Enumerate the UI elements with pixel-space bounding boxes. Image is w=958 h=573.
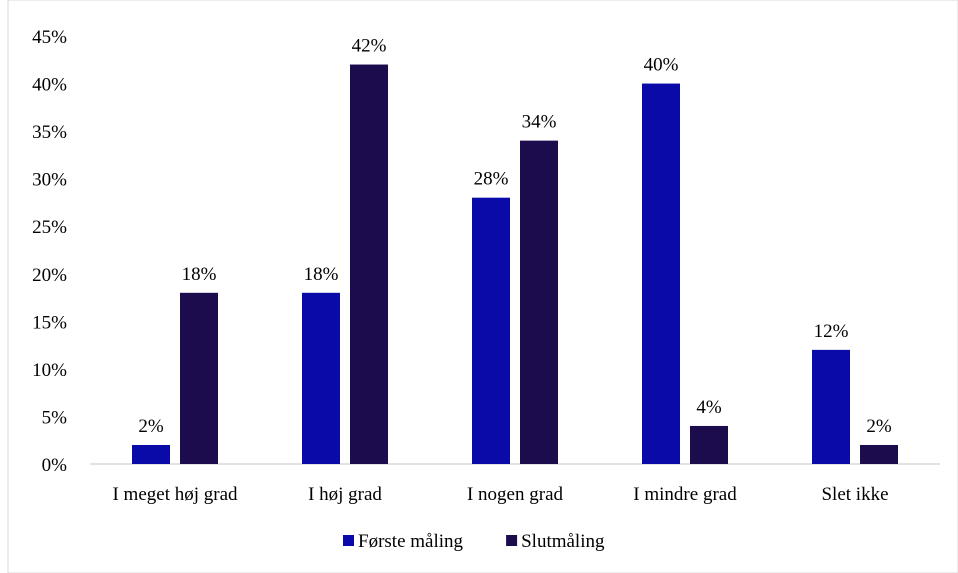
y-tick-label: 30% (32, 170, 67, 191)
y-tick-label: 20% (32, 265, 67, 286)
data-label: 18% (182, 264, 217, 285)
x-category-label: I mindre grad (633, 484, 737, 505)
y-tick-label: 10% (32, 360, 67, 381)
y-tick-label: 45% (32, 27, 67, 48)
y-tick-label: 15% (32, 312, 67, 333)
bar (350, 64, 388, 465)
x-category-label: I meget høj grad (112, 484, 238, 505)
data-label: 4% (696, 397, 722, 418)
legend-swatch (343, 535, 354, 546)
data-label: 2% (138, 416, 164, 437)
y-tick-label: 5% (42, 407, 68, 428)
data-label: 12% (814, 321, 849, 342)
data-label: 18% (304, 264, 339, 285)
bar (472, 197, 510, 464)
bar (812, 349, 850, 464)
data-label: 34% (522, 112, 557, 133)
data-label: 40% (644, 55, 679, 76)
bar (302, 292, 340, 464)
x-category-label: Slet ikke (821, 484, 888, 505)
legend-swatch (506, 535, 518, 546)
bar (520, 140, 558, 464)
x-category-label: I høj grad (308, 484, 382, 505)
data-label: 2% (866, 416, 892, 437)
bar (642, 83, 680, 465)
y-tick-label: 0% (42, 455, 68, 476)
legend: Første måling Slutmåling (343, 531, 605, 552)
bar (132, 444, 170, 464)
legend-label: Slutmåling (521, 531, 605, 552)
data-label: 42% (352, 36, 387, 57)
plot-area: 0% 5% 10% 15% 20% 25% 30% 35% 40% 45% 2% 18% I meget… (32, 27, 940, 505)
y-tick-label: 25% (32, 217, 67, 238)
x-category-label: I nogen grad (467, 484, 564, 505)
data-label: 28% (474, 169, 509, 190)
legend-label: Første måling (358, 531, 464, 552)
y-tick-label: 40% (32, 75, 67, 96)
bar (860, 444, 898, 464)
bar (180, 292, 218, 464)
y-tick-label: 35% (32, 122, 67, 143)
bar (690, 425, 728, 464)
